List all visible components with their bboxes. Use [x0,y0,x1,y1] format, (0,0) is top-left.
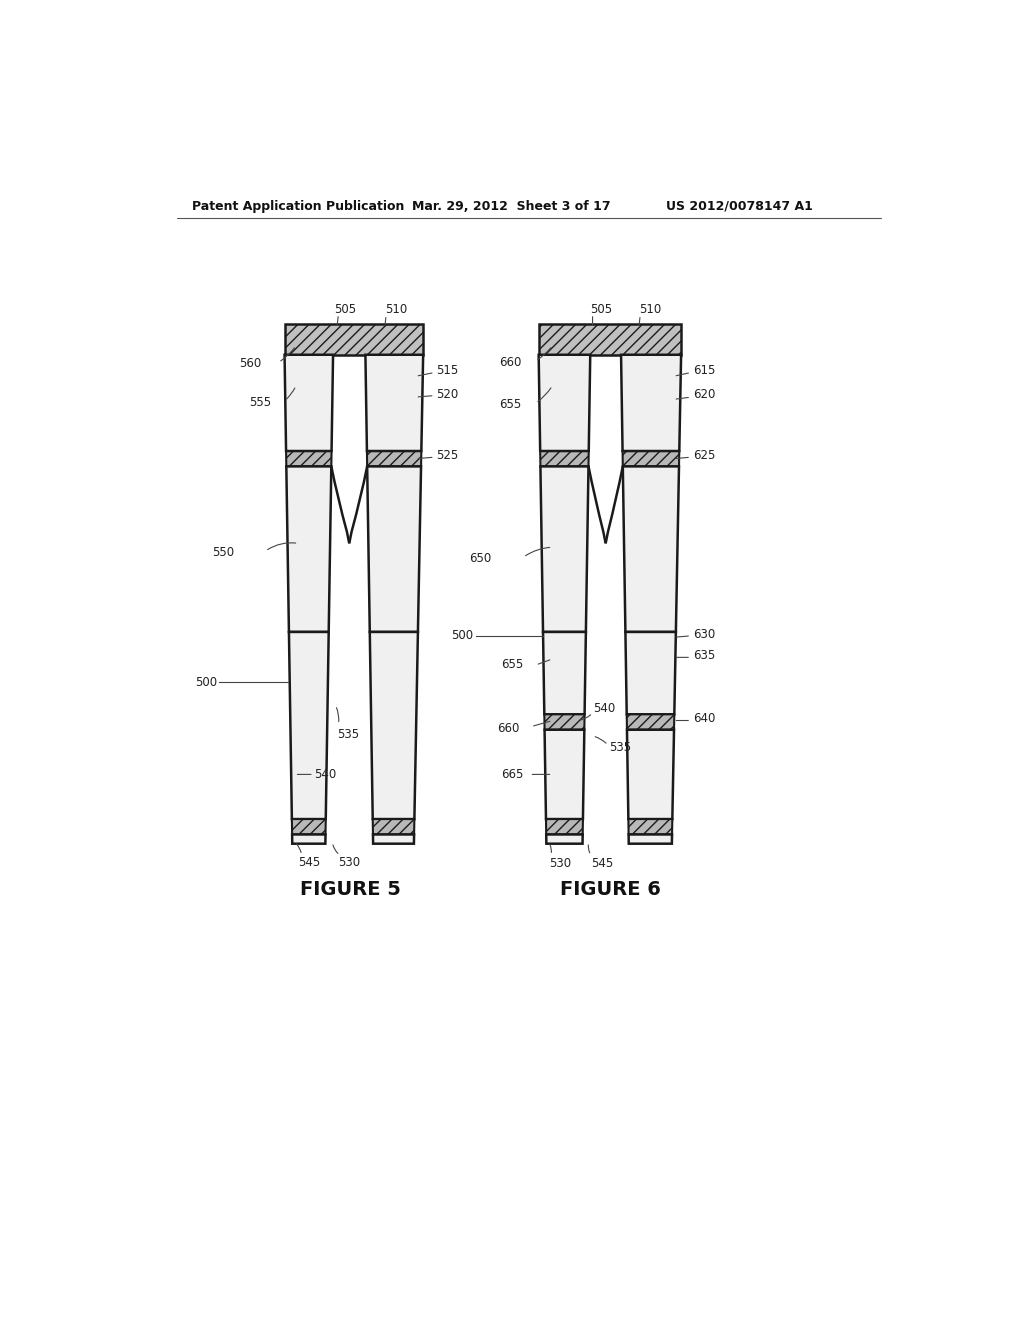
Polygon shape [292,834,326,843]
Text: 505: 505 [335,302,356,315]
Text: 510: 510 [385,302,407,315]
Polygon shape [627,714,675,730]
Text: 655: 655 [500,399,521,412]
Text: FIGURE 6: FIGURE 6 [560,880,660,899]
Text: 540: 540 [593,702,615,715]
Text: 660: 660 [497,722,519,735]
Text: Patent Application Publication: Patent Application Publication [193,199,404,213]
Text: 650: 650 [469,552,490,565]
Polygon shape [539,355,590,451]
Polygon shape [541,466,589,632]
Text: 505: 505 [590,302,612,315]
Text: 535: 535 [337,727,359,741]
Text: FIGURE 5: FIGURE 5 [300,880,400,899]
Polygon shape [287,466,332,632]
Text: 655: 655 [501,657,523,671]
Text: 535: 535 [609,741,632,754]
Text: 530: 530 [549,857,570,870]
Polygon shape [545,714,585,730]
Text: 665: 665 [501,768,523,781]
Text: 525: 525 [436,449,459,462]
Polygon shape [629,834,672,843]
Text: 630: 630 [692,628,715,640]
Polygon shape [621,355,681,451]
Polygon shape [367,451,421,466]
Text: 500: 500 [452,630,473,643]
Polygon shape [286,451,332,466]
Polygon shape [366,355,423,451]
Text: 635: 635 [692,649,715,663]
Polygon shape [285,355,333,451]
Polygon shape [539,323,681,355]
Text: 615: 615 [692,363,715,376]
Text: 520: 520 [436,388,459,400]
Text: 515: 515 [436,363,459,376]
Polygon shape [285,323,423,355]
Polygon shape [370,632,418,818]
Polygon shape [292,818,326,834]
Polygon shape [627,730,674,818]
Text: 660: 660 [500,356,521,370]
Polygon shape [373,818,415,834]
Polygon shape [545,730,585,818]
Polygon shape [289,632,329,818]
Polygon shape [626,632,676,714]
Text: 620: 620 [692,388,715,401]
Text: Mar. 29, 2012  Sheet 3 of 17: Mar. 29, 2012 Sheet 3 of 17 [412,199,610,213]
Text: 640: 640 [692,713,715,726]
Text: 560: 560 [240,358,261,371]
Text: 625: 625 [692,449,715,462]
Text: US 2012/0078147 A1: US 2012/0078147 A1 [666,199,813,213]
Text: 545: 545 [298,857,321,870]
Polygon shape [546,818,583,834]
Polygon shape [623,451,679,466]
Text: 530: 530 [339,857,360,870]
Text: 510: 510 [639,302,662,315]
Polygon shape [623,466,679,632]
Polygon shape [368,466,421,632]
Polygon shape [629,818,673,834]
Text: 500: 500 [195,676,217,689]
Text: 550: 550 [212,546,234,560]
Text: 540: 540 [313,768,336,781]
Polygon shape [546,834,583,843]
Polygon shape [541,451,589,466]
Polygon shape [373,834,414,843]
Text: 555: 555 [250,396,271,409]
Polygon shape [543,632,586,714]
Text: 545: 545 [591,857,613,870]
